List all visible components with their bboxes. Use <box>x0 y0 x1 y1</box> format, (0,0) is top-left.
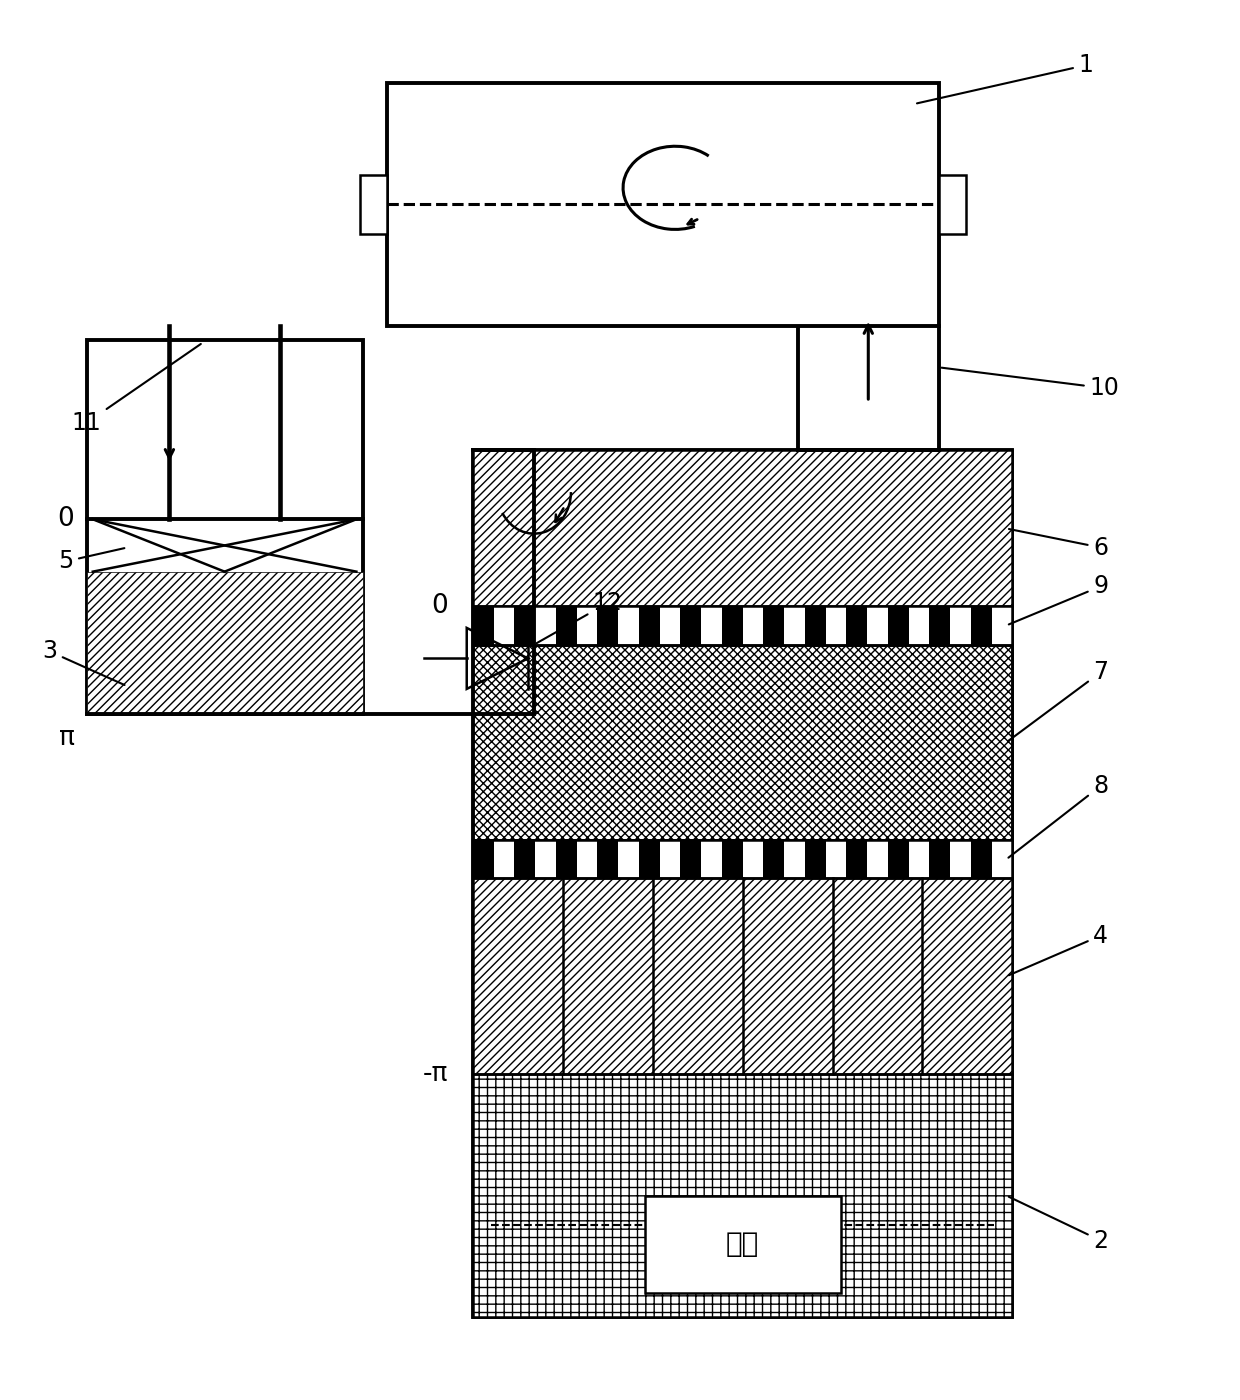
Text: 7: 7 <box>1008 661 1109 741</box>
Bar <box>472 644 1012 840</box>
Bar <box>681 840 701 878</box>
Text: 工质: 工质 <box>725 1231 759 1259</box>
Bar <box>472 1074 1012 1317</box>
Bar <box>681 606 701 644</box>
Bar <box>971 840 992 878</box>
Text: π: π <box>58 725 74 750</box>
Text: 0: 0 <box>432 594 449 619</box>
Text: 2: 2 <box>1008 1197 1109 1253</box>
Bar <box>722 840 743 878</box>
Bar <box>645 1196 841 1292</box>
Bar <box>472 1074 1012 1317</box>
Text: 1: 1 <box>916 53 1094 104</box>
Bar <box>472 878 1012 1074</box>
Bar <box>515 840 536 878</box>
Bar <box>472 644 1012 840</box>
Bar <box>971 606 992 644</box>
Bar <box>805 840 826 878</box>
Bar <box>929 606 950 644</box>
Text: 8: 8 <box>1008 774 1109 858</box>
Bar <box>764 840 784 878</box>
Text: 0: 0 <box>57 507 74 532</box>
Bar <box>598 840 618 878</box>
Bar <box>888 606 909 644</box>
Bar <box>472 840 1012 878</box>
Bar <box>639 606 660 644</box>
Bar <box>472 878 1012 1074</box>
Bar <box>556 606 577 644</box>
Bar <box>639 840 660 878</box>
Text: 9: 9 <box>1009 574 1109 624</box>
Text: 11: 11 <box>72 344 201 435</box>
Bar <box>360 175 387 234</box>
Text: 6: 6 <box>1009 529 1109 560</box>
Bar <box>929 840 950 878</box>
Text: 12: 12 <box>537 591 622 643</box>
Bar <box>472 451 1012 1317</box>
Bar <box>472 451 1012 606</box>
Text: -π: -π <box>423 1061 449 1088</box>
Text: 10: 10 <box>941 368 1120 400</box>
Bar <box>472 606 1012 644</box>
Text: 4: 4 <box>1009 924 1109 976</box>
Bar <box>939 175 966 234</box>
Bar <box>847 606 867 644</box>
Text: 3: 3 <box>42 640 124 685</box>
Bar <box>598 606 618 644</box>
Bar <box>764 606 784 644</box>
Bar <box>472 840 494 878</box>
Bar <box>888 840 909 878</box>
Bar <box>472 451 1012 606</box>
Bar <box>515 606 536 644</box>
Bar <box>722 606 743 644</box>
Bar <box>472 606 494 644</box>
Bar <box>387 83 939 326</box>
Bar <box>847 840 867 878</box>
Bar <box>556 840 577 878</box>
Text: 5: 5 <box>58 549 124 574</box>
Bar <box>87 571 362 714</box>
Bar <box>87 340 362 714</box>
Bar <box>805 606 826 644</box>
